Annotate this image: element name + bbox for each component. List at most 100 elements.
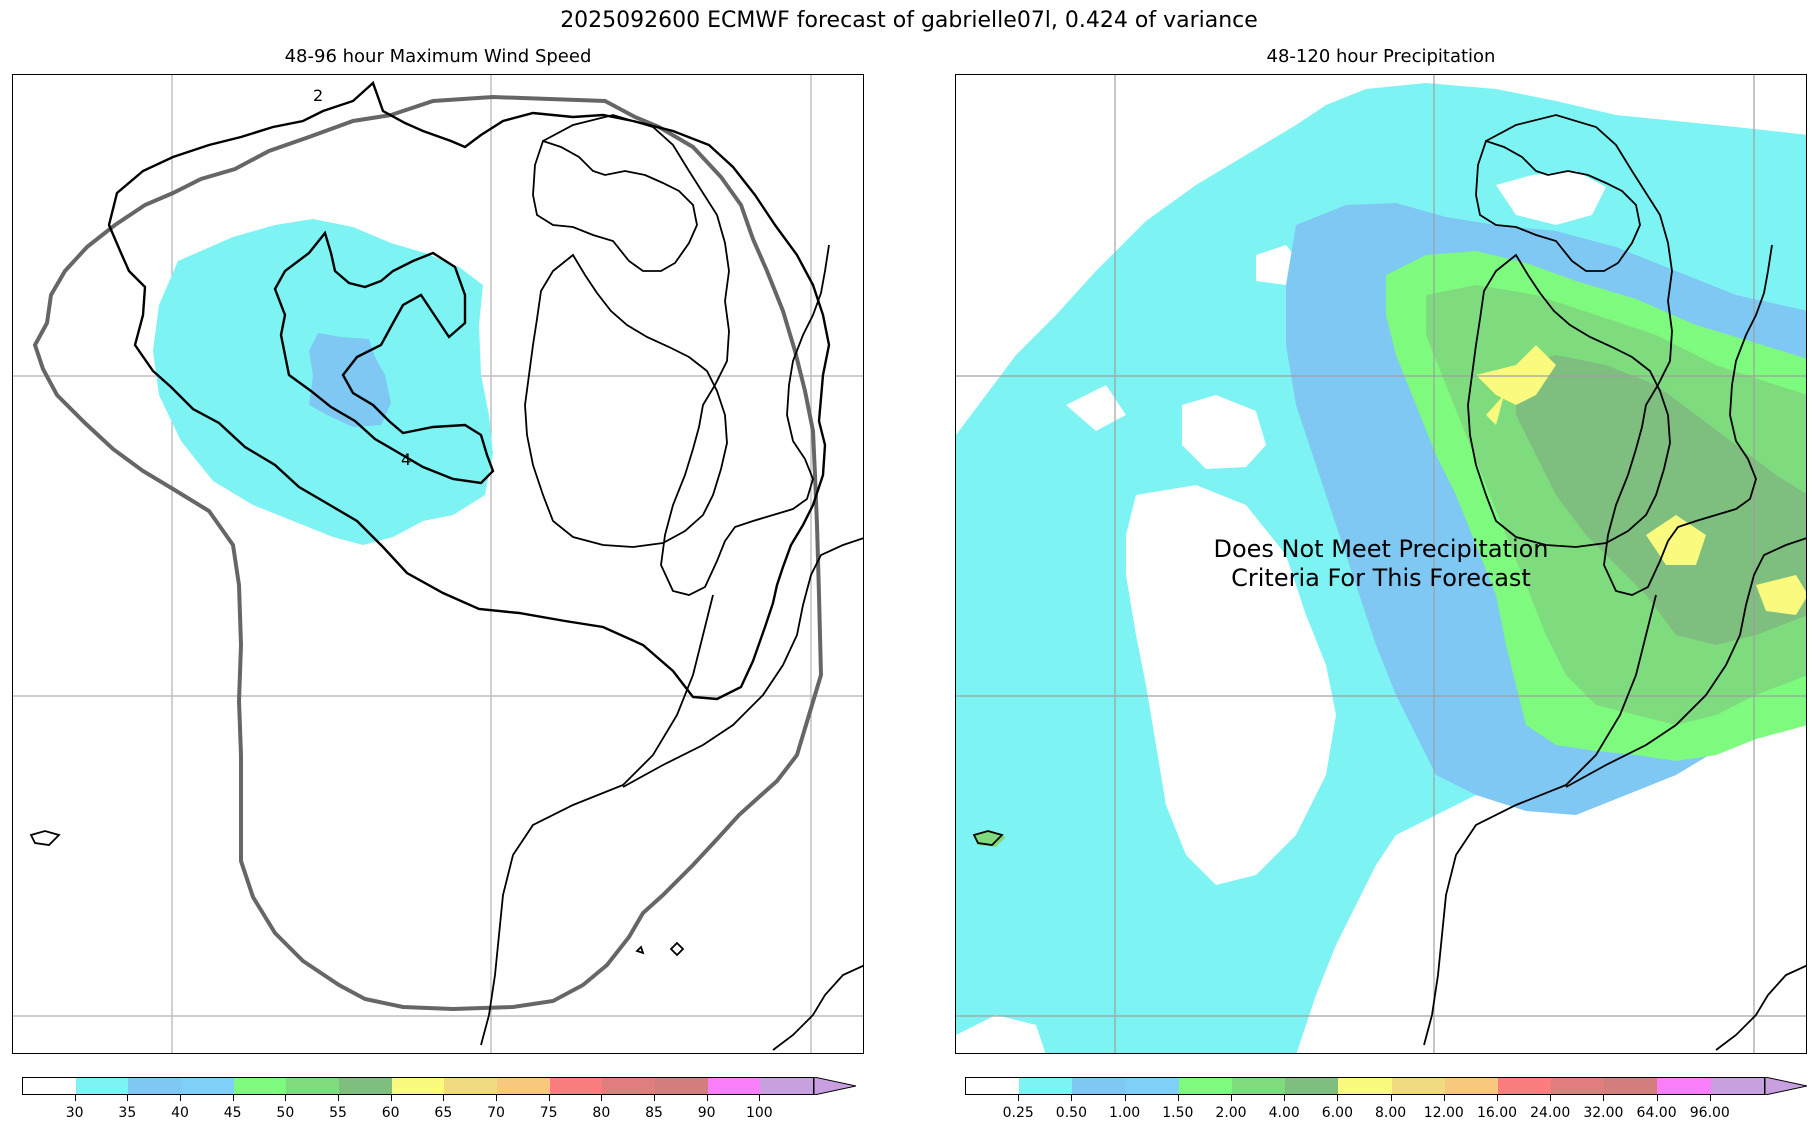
precip-colorbar-tick bbox=[1603, 1095, 1605, 1101]
wind-colorbar-segment bbox=[338, 1078, 392, 1094]
precip-colorbar-segment bbox=[1391, 1078, 1445, 1094]
wind-colorbar-extend-arrow bbox=[814, 1077, 856, 1095]
wind-colorbar-tick bbox=[759, 1095, 761, 1101]
precip-colorbar-tick-label: 24.00 bbox=[1530, 1105, 1571, 1121]
notice-line-2: Criteria For This Forecast bbox=[1231, 564, 1531, 592]
precip-colorbar-tick-label: 8.00 bbox=[1375, 1105, 1407, 1121]
wind-colorbar-tick bbox=[74, 1095, 76, 1101]
wind-colorbar-tick-label: 65 bbox=[434, 1105, 453, 1121]
wind-colorbar-tick-label: 50 bbox=[276, 1105, 295, 1121]
wind-colorbar-segment bbox=[444, 1078, 497, 1094]
coastlines bbox=[972, 114, 1806, 1051]
notice-line-1: Does Not Meet Precipitation bbox=[1213, 535, 1549, 563]
precip-colorbar-tick-label: 96.00 bbox=[1689, 1105, 1730, 1121]
precip-colorbar-tick bbox=[1497, 1095, 1498, 1101]
wind-speed-map: 2 4 bbox=[12, 74, 864, 1054]
precip-colorbar-segment bbox=[1072, 1078, 1126, 1094]
contour-labels: 2 4 bbox=[313, 86, 411, 469]
precip-colorbar-segment bbox=[1125, 1078, 1179, 1094]
precip-colorbar-segment bbox=[966, 1078, 1020, 1094]
wind-colorbar-tick-label: 85 bbox=[645, 1105, 663, 1121]
left-panel-title: 48-96 hour Maximum Wind Speed bbox=[284, 46, 592, 67]
wind-colorbar-tick bbox=[496, 1095, 497, 1101]
wind-colorbar-tick-label: 100 bbox=[745, 1105, 773, 1121]
wind-colorbar-tick-label: 55 bbox=[329, 1105, 347, 1121]
precip-colorbar-segment bbox=[1285, 1078, 1339, 1094]
precip-colorbar-segment bbox=[1551, 1078, 1605, 1094]
precip-colorbar-segment bbox=[1497, 1078, 1552, 1094]
precip-colorbar-tick-label: 0.25 bbox=[1002, 1105, 1034, 1121]
wind-colorbar-segment bbox=[602, 1078, 655, 1094]
precip-colorbar-tick bbox=[1337, 1095, 1339, 1101]
wind-colorbar-tick bbox=[443, 1095, 445, 1101]
wind-colorbar-tick-label: 90 bbox=[697, 1105, 716, 1121]
map-gridlines bbox=[956, 75, 1806, 1053]
precip-colorbar-tick bbox=[1071, 1095, 1073, 1101]
precip-colorbar-segment bbox=[1657, 1078, 1711, 1094]
precip-colorbar-segment bbox=[1338, 1078, 1392, 1094]
track-cone-outline bbox=[32, 94, 824, 1012]
precip-colorbar-tick-label: 64.00 bbox=[1636, 1105, 1677, 1121]
precip-colorbar-segment bbox=[1231, 1078, 1286, 1094]
wind-colorbar-segment bbox=[760, 1078, 813, 1094]
precip-colorbar-tick-label: 1.00 bbox=[1109, 1105, 1141, 1121]
wind-speed-colorbar bbox=[22, 1077, 814, 1095]
precip-colorbar-tick bbox=[1656, 1095, 1658, 1101]
precip-colorbar-tick bbox=[1124, 1095, 1126, 1101]
wind-colorbar-tick-label: 45 bbox=[223, 1105, 242, 1121]
wind-colorbar-tick bbox=[180, 1095, 181, 1101]
precip-colorbar-segment bbox=[1444, 1078, 1498, 1094]
precip-colorbar-tick bbox=[1390, 1095, 1392, 1101]
wind-colorbar-tick-label: 35 bbox=[118, 1105, 137, 1121]
precip-colorbar-tick-label: 32.00 bbox=[1583, 1105, 1624, 1121]
precip-colorbar-tick bbox=[1231, 1095, 1232, 1101]
precip-6.00-region bbox=[1516, 355, 1806, 645]
wind-colorbar-tick-label: 40 bbox=[171, 1105, 189, 1121]
wind-colorbar-tick-label: 75 bbox=[539, 1105, 558, 1121]
precip-colorbar-tick bbox=[1443, 1095, 1445, 1101]
wind-colorbar-segment bbox=[180, 1078, 234, 1094]
wind-colorbar-tick bbox=[548, 1095, 550, 1101]
wind-colorbar-tick-label: 30 bbox=[65, 1105, 84, 1121]
precip-colorbar-tick-label: 12.00 bbox=[1423, 1105, 1464, 1121]
precip-colorbar-segment bbox=[1710, 1078, 1764, 1094]
precip-colorbar-tick bbox=[1550, 1095, 1552, 1101]
precip-colorbar-tick bbox=[1177, 1095, 1179, 1101]
wind-speed-colorbar-ticks: 30 35 40 45 50 55 60 65 70 75 80 85 90 100 bbox=[22, 1095, 814, 1125]
precipitation-map-canvas bbox=[956, 75, 1806, 1053]
precip-dry-areas bbox=[956, 171, 1606, 1053]
wind-colorbar-segment bbox=[496, 1078, 550, 1094]
contour-label-2: 2 bbox=[313, 86, 323, 105]
precip-8.00-regions bbox=[1476, 345, 1806, 615]
precip-colorbar-tick bbox=[1284, 1095, 1286, 1101]
precip-colorbar-tick bbox=[1018, 1095, 1020, 1101]
wind-colorbar-segment bbox=[707, 1078, 761, 1094]
precipitation-map: Does Not Meet Precipitation Criteria For… bbox=[955, 74, 1807, 1054]
wind-colorbar-segment bbox=[549, 1078, 603, 1094]
wind-colorbar-segment bbox=[654, 1078, 708, 1094]
wind-colorbar-tick bbox=[706, 1095, 708, 1101]
precipitation-criteria-notice: Does Not Meet Precipitation Criteria For… bbox=[956, 535, 1806, 593]
wind-colorbar-tick bbox=[390, 1095, 392, 1101]
precip-colorbar-tick-label: 6.00 bbox=[1321, 1105, 1353, 1121]
wind-colorbar-segment bbox=[233, 1078, 287, 1094]
precip-colorbar-tick-label: 4.00 bbox=[1268, 1105, 1300, 1121]
wind-colorbar-tick bbox=[601, 1095, 603, 1101]
precipitation-colorbar bbox=[965, 1077, 1765, 1095]
precip-colorbar-extend-arrow bbox=[1765, 1077, 1807, 1095]
wind-colorbar-tick-label: 60 bbox=[381, 1105, 400, 1121]
precip-colorbar-tick-label: 2.00 bbox=[1215, 1105, 1247, 1121]
wind-colorbar-tick bbox=[232, 1095, 234, 1101]
wind-colorbar-tick-label: 80 bbox=[592, 1105, 611, 1121]
wind-colorbar-segment bbox=[391, 1078, 445, 1094]
precip-colorbar-tick-label: 1.50 bbox=[1162, 1105, 1194, 1121]
wind-colorbar-tick bbox=[127, 1095, 129, 1101]
wind-inner-contour bbox=[273, 230, 495, 485]
precip-colorbar-segment bbox=[1178, 1078, 1232, 1094]
contour-label-4: 4 bbox=[401, 450, 411, 469]
wind-colorbar-segment bbox=[286, 1078, 339, 1094]
map-gridlines bbox=[13, 75, 863, 1053]
precip-colorbar-tick bbox=[1709, 1095, 1711, 1101]
wind-colorbar-segment bbox=[128, 1078, 181, 1094]
precipitation-colorbar-ticks: 0.25 0.50 1.00 1.50 2.00 4.00 6.00 8.00 12.00 16.… bbox=[965, 1095, 1765, 1125]
